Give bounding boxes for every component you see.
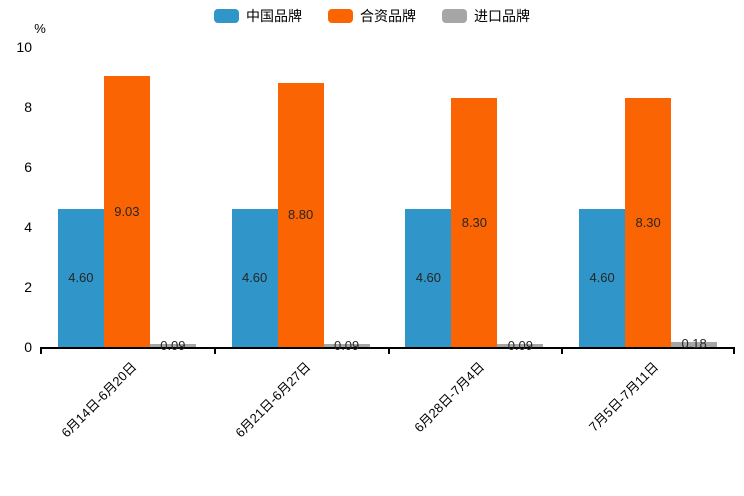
bar-series0-cat0 <box>57 209 104 347</box>
legend-item-series0[interactable]: 中国品牌 <box>214 6 302 26</box>
bar-value-label: 8.30 <box>461 214 488 230</box>
legend-label: 合资品牌 <box>360 8 416 24</box>
bar-series2-cat3 <box>671 341 718 347</box>
bar-series1-cat0 <box>103 76 150 347</box>
x-axis-tick-mark <box>561 347 564 354</box>
plot-area: % 0 2 4 6 8 10 4.60 4.60 4.60 4.60 9.03 8.80 8.30 8.3… <box>16 21 735 440</box>
x-axis-category-label: 6月14日-6月20日 <box>58 359 140 441</box>
bar-series1-cat1 <box>277 83 324 347</box>
bar-series0-cat1 <box>231 209 278 347</box>
y-axis-tick-label: 6 <box>24 159 32 175</box>
bar-value-label: 4.60 <box>589 270 615 285</box>
x-axis-tick-mark <box>213 347 216 354</box>
bar-series0-cat2 <box>405 209 452 347</box>
legend-item-series2[interactable]: 进口品牌 <box>442 6 530 26</box>
y-axis-unit-label: % <box>34 21 46 36</box>
bar-value-label: 4.60 <box>415 270 442 285</box>
legend-label: 进口品牌 <box>474 8 530 24</box>
y-axis-tick-label: 4 <box>24 219 32 235</box>
x-axis-tick-mark <box>733 347 735 354</box>
x-axis-tick-mark <box>40 347 42 354</box>
y-axis-tick-label: 10 <box>16 39 32 55</box>
bar-value-label: 8.80 <box>287 207 314 222</box>
bar-value-label: 0.18 <box>681 336 707 352</box>
bar-series0-cat3 <box>579 209 626 347</box>
legend: 中国品牌 合资品牌 进口品牌 <box>0 6 744 26</box>
bar-series1-cat2 <box>451 98 498 347</box>
x-axis-category-label: 7月5日-7月11日 <box>585 359 661 435</box>
y-axis-tick-label: 2 <box>24 279 32 295</box>
legend-label: 中国品牌 <box>246 8 302 24</box>
legend-swatch-icon <box>214 9 239 23</box>
bar-value-label: 0.09 <box>160 337 186 353</box>
bar-value-label: 4.60 <box>68 270 94 285</box>
bar-value-label: 0.09 <box>507 337 534 353</box>
x-axis-tick-mark <box>387 347 390 354</box>
legend-swatch-icon <box>442 9 467 23</box>
bar-series2-cat2 <box>497 344 544 347</box>
bar-series2-cat1 <box>323 344 370 347</box>
x-axis-category-label: 6月28日-7月4日 <box>411 359 488 436</box>
legend-swatch-icon <box>328 9 353 23</box>
bar-series1-cat3 <box>625 98 672 347</box>
y-axis-tick-label: 0 <box>24 339 32 355</box>
bar-value-label: 9.03 <box>114 203 140 219</box>
legend-item-series1[interactable]: 合资品牌 <box>328 6 416 26</box>
bar-value-label: 4.60 <box>241 270 268 285</box>
bar-value-label: 8.30 <box>635 214 661 230</box>
y-axis-tick-label: 8 <box>24 99 32 115</box>
x-axis-category-label: 6月21日-6月27日 <box>232 359 314 441</box>
bar-series2-cat0 <box>149 344 196 347</box>
bar-value-label: 0.09 <box>333 337 360 353</box>
